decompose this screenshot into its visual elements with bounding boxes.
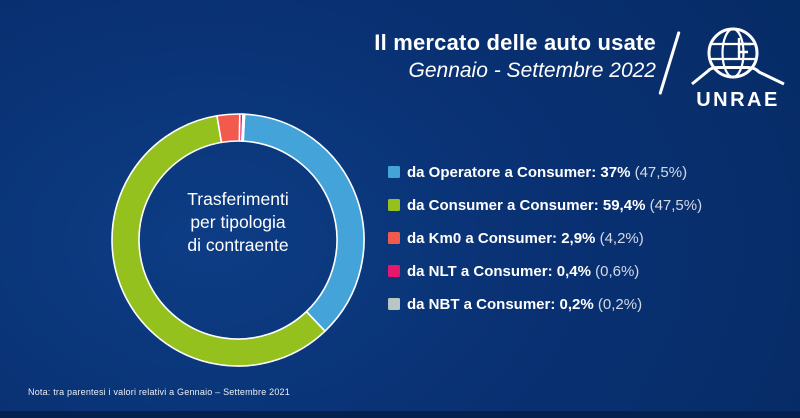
legend-label: da NBT a Consumer: 0,2% xyxy=(407,295,594,313)
donut-chart-svg xyxy=(111,113,365,367)
legend-swatch xyxy=(388,265,400,277)
legend-swatch xyxy=(388,298,400,310)
unrae-logo: UNRAE xyxy=(691,27,785,111)
footnote: Nota: tra parentesi i valori relativi a … xyxy=(28,387,290,397)
legend-prev-value: (47,5%) xyxy=(634,163,688,181)
legend-item: da Operatore a Consumer: 37% (47,5%) xyxy=(388,163,702,181)
legend: da Operatore a Consumer: 37% (47,5%) da … xyxy=(388,163,702,313)
legend-prev-value: (0,2%) xyxy=(597,295,643,313)
center-label-line1: Trasferimenti xyxy=(187,189,289,209)
car-silhouette-icon xyxy=(691,66,785,86)
page-title: Il mercato delle auto usate xyxy=(374,30,656,55)
legend-item: da Km0 a Consumer: 2,9% (4,2%) xyxy=(388,229,702,247)
legend-prev-value: (0,6%) xyxy=(595,262,640,280)
legend-prev-value: (4,2%) xyxy=(599,229,644,247)
page-subtitle: Gennaio - Settembre 2022 xyxy=(408,59,657,83)
bottom-band xyxy=(0,411,800,418)
donut-slice-2 xyxy=(111,114,326,367)
donut-chart: Trasferimenti per tipologia di contraent… xyxy=(108,110,368,370)
chart-center-label: Trasferimenti per tipologia di contraent… xyxy=(138,188,338,257)
legend-swatch xyxy=(388,166,400,178)
legend-swatch xyxy=(388,199,400,211)
legend-prev-value: (47,5%) xyxy=(649,196,703,214)
legend-label: da Km0 a Consumer: 2,9% xyxy=(407,229,596,247)
divider-slash xyxy=(658,31,681,95)
legend-label: da NLT a Consumer: 0,4% xyxy=(407,262,591,280)
legend-label: da Consumer a Consumer: 59,4% xyxy=(407,196,646,214)
header: Il mercato delle auto usate Gennaio - Se… xyxy=(300,30,656,83)
center-label-line3: di contraente xyxy=(187,235,289,256)
legend-swatch xyxy=(388,232,400,244)
center-label-line2: per tipologia xyxy=(190,212,286,233)
donut-slice-5 xyxy=(241,113,246,142)
brand-wordmark: UNRAE xyxy=(696,89,780,111)
legend-item: da NLT a Consumer: 0,4% (0,6%) xyxy=(388,262,702,280)
legend-label: da Operatore a Consumer: 37% xyxy=(407,163,631,181)
donut-slice-3 xyxy=(216,113,241,144)
legend-item: da Consumer a Consumer: 59,4% (47,5%) xyxy=(388,196,702,214)
legend-item: da NBT a Consumer: 0,2% (0,2%) xyxy=(388,295,702,313)
globe-icon xyxy=(707,27,759,79)
